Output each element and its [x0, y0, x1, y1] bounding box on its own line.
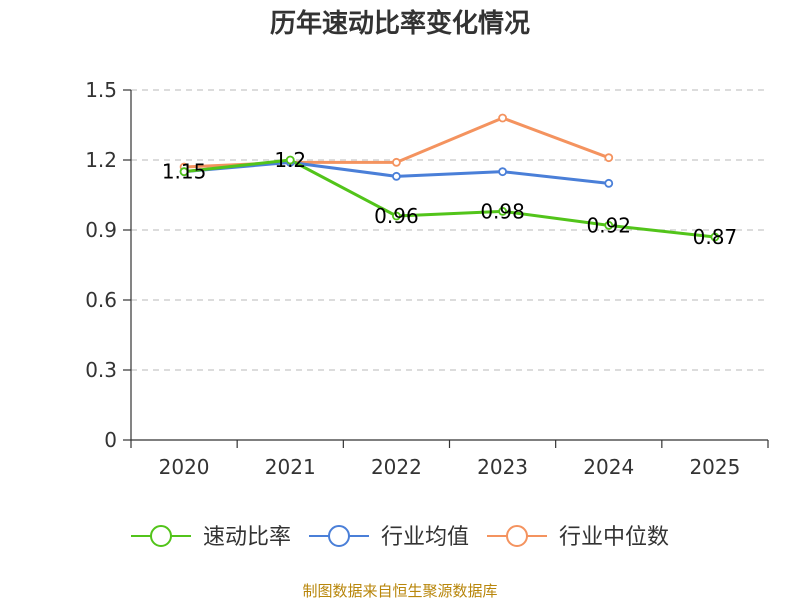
- data-label: 1.15: [162, 160, 207, 184]
- y-tick-label: 1.2: [85, 148, 117, 172]
- series-line-0: [182, 158, 717, 239]
- data-point[interactable]: [392, 211, 401, 221]
- legend-item-1[interactable]: 行业均值: [309, 525, 469, 550]
- data-point[interactable]: [179, 167, 189, 177]
- data-point[interactable]: [604, 220, 614, 230]
- data-point[interactable]: [710, 232, 720, 242]
- x-tick-label: 2021: [265, 455, 316, 479]
- data-labels: 1.15 1.2 0.96 0.98 0.92 0.87: [162, 148, 737, 249]
- y-tick-label: 0.9: [85, 218, 117, 242]
- x-tick-label: 2023: [477, 455, 528, 479]
- data-point[interactable]: [604, 178, 614, 188]
- y-tick-label: 0.6: [85, 288, 117, 312]
- legend-item-0[interactable]: 速动比率: [131, 525, 291, 550]
- legend[interactable]: 速动比率 行业均值 行业中位数: [131, 525, 669, 550]
- legend-label: 速动比率: [203, 525, 291, 550]
- axes: 0 0.3 0.6 0.9 1.2 1.5 2020 2021 2022 2023 2024 2025: [85, 78, 769, 479]
- x-tick-label: 2020: [159, 455, 210, 479]
- data-label: 1.2: [274, 148, 306, 172]
- data-label: 0.87: [693, 225, 738, 249]
- data-label: 0.96: [374, 204, 419, 228]
- legend-label: 行业中位数: [559, 525, 669, 550]
- data-point[interactable]: [392, 171, 401, 181]
- chart-title: 历年速动比率变化情况: [270, 8, 530, 39]
- data-label: 0.92: [586, 213, 631, 237]
- data-point[interactable]: [498, 206, 507, 216]
- y-tick-label: 0: [104, 428, 117, 452]
- data-point[interactable]: [498, 113, 507, 123]
- legend-label: 行业均值: [381, 525, 469, 550]
- legend-marker: [328, 525, 350, 547]
- data-label: 0.98: [480, 199, 525, 223]
- x-tick-label: 2025: [689, 455, 740, 479]
- data-point[interactable]: [285, 155, 295, 165]
- data-point[interactable]: [498, 167, 507, 177]
- grid: [131, 89, 768, 371]
- x-tick-label: 2024: [583, 455, 634, 479]
- series-layer: [179, 113, 720, 242]
- data-point[interactable]: [392, 157, 401, 167]
- source-note: 制图数据来自恒生聚源数据库: [302, 582, 497, 600]
- x-tick-label: 2022: [371, 455, 422, 479]
- legend-marker: [506, 525, 528, 547]
- data-point[interactable]: [604, 153, 614, 163]
- legend-marker: [150, 525, 172, 547]
- y-tick-label: 0.3: [85, 358, 117, 382]
- y-tick-label: 1.5: [85, 78, 117, 102]
- legend-item-2[interactable]: 行业中位数: [487, 525, 669, 550]
